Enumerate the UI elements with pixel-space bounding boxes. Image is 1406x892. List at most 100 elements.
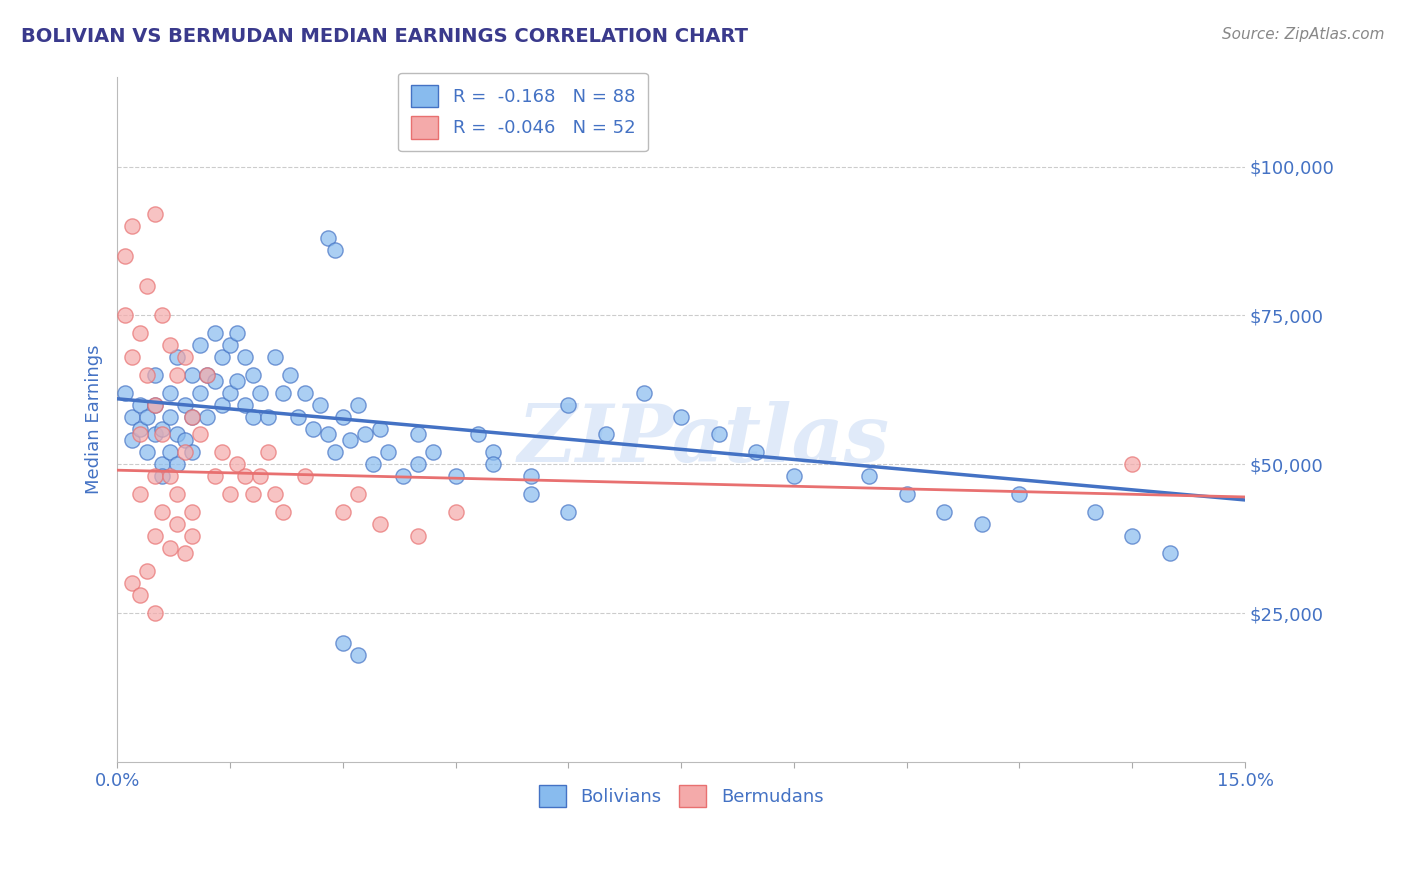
Point — [934, 505, 956, 519]
Point — [219, 385, 242, 400]
Text: ZIPatlas: ZIPatlas — [517, 401, 890, 479]
Point — [278, 368, 301, 382]
Point — [1084, 505, 1107, 519]
Point — [346, 487, 368, 501]
Point — [332, 636, 354, 650]
Point — [128, 487, 150, 501]
Point — [166, 427, 188, 442]
Point — [370, 516, 392, 531]
Point — [264, 487, 287, 501]
Point — [896, 487, 918, 501]
Point — [136, 445, 159, 459]
Point — [159, 338, 181, 352]
Point — [332, 505, 354, 519]
Point — [128, 427, 150, 442]
Text: BOLIVIAN VS BERMUDAN MEDIAN EARNINGS CORRELATION CHART: BOLIVIAN VS BERMUDAN MEDIAN EARNINGS COR… — [21, 27, 748, 45]
Point — [346, 398, 368, 412]
Point — [316, 427, 339, 442]
Point — [150, 421, 173, 435]
Point — [143, 427, 166, 442]
Point — [159, 541, 181, 555]
Text: Source: ZipAtlas.com: Source: ZipAtlas.com — [1222, 27, 1385, 42]
Point — [745, 445, 768, 459]
Point — [219, 487, 242, 501]
Point — [121, 409, 143, 424]
Point — [181, 409, 204, 424]
Point — [173, 445, 195, 459]
Point — [219, 338, 242, 352]
Point — [323, 445, 346, 459]
Point — [150, 469, 173, 483]
Point — [136, 565, 159, 579]
Point — [361, 457, 384, 471]
Point — [271, 505, 294, 519]
Point — [226, 457, 249, 471]
Point — [233, 350, 256, 364]
Point — [226, 326, 249, 341]
Point — [323, 243, 346, 257]
Point — [482, 457, 505, 471]
Point — [150, 427, 173, 442]
Point — [150, 457, 173, 471]
Point — [1121, 528, 1143, 542]
Point — [173, 398, 195, 412]
Point — [370, 421, 392, 435]
Point — [264, 350, 287, 364]
Point — [173, 434, 195, 448]
Point — [204, 374, 226, 388]
Point — [173, 547, 195, 561]
Point — [422, 445, 444, 459]
Point — [143, 469, 166, 483]
Point — [406, 528, 429, 542]
Point — [858, 469, 880, 483]
Point — [121, 576, 143, 591]
Point — [143, 398, 166, 412]
Point — [166, 516, 188, 531]
Point — [166, 368, 188, 382]
Point — [377, 445, 399, 459]
Point — [143, 606, 166, 620]
Point — [242, 409, 264, 424]
Point — [294, 385, 316, 400]
Point — [166, 487, 188, 501]
Point — [332, 409, 354, 424]
Point — [1121, 457, 1143, 471]
Point — [143, 398, 166, 412]
Point — [181, 409, 204, 424]
Point — [204, 326, 226, 341]
Point — [444, 505, 467, 519]
Point — [249, 385, 271, 400]
Point — [346, 648, 368, 662]
Point — [114, 385, 136, 400]
Point — [271, 385, 294, 400]
Point — [128, 588, 150, 602]
Point — [166, 457, 188, 471]
Point — [783, 469, 806, 483]
Point — [159, 469, 181, 483]
Point — [406, 457, 429, 471]
Point — [188, 338, 211, 352]
Point — [173, 350, 195, 364]
Point — [159, 385, 181, 400]
Y-axis label: Median Earnings: Median Earnings — [86, 345, 103, 494]
Point — [557, 505, 579, 519]
Point — [211, 445, 233, 459]
Point — [970, 516, 993, 531]
Point — [242, 487, 264, 501]
Point — [121, 219, 143, 234]
Point — [287, 409, 309, 424]
Point — [482, 445, 505, 459]
Point — [114, 309, 136, 323]
Point — [669, 409, 692, 424]
Point — [557, 398, 579, 412]
Point — [467, 427, 489, 442]
Point — [136, 368, 159, 382]
Point — [143, 368, 166, 382]
Point — [249, 469, 271, 483]
Point — [211, 350, 233, 364]
Point — [211, 398, 233, 412]
Point — [226, 374, 249, 388]
Point — [354, 427, 377, 442]
Point — [181, 368, 204, 382]
Point — [309, 398, 332, 412]
